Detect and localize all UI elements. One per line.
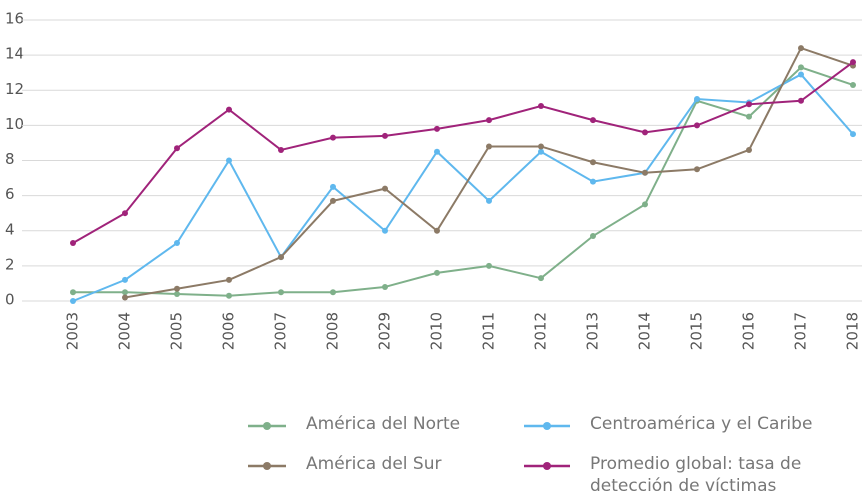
point (590, 117, 596, 124)
point (850, 81, 856, 88)
legend-marker (543, 422, 551, 430)
point (850, 131, 856, 138)
point (70, 240, 76, 247)
x-tick-label: 2004 (116, 312, 134, 350)
point (850, 59, 856, 66)
point (642, 201, 648, 208)
x-tick-label: 2006 (220, 312, 238, 350)
point (798, 64, 804, 71)
point (694, 122, 700, 129)
point (382, 185, 388, 192)
legend-label: América del Sur (306, 454, 442, 474)
point (642, 129, 648, 136)
y-tick-label: 10 (5, 115, 24, 133)
x-tick-label: 2016 (740, 312, 758, 350)
x-tick-label: 2008 (324, 312, 342, 350)
x-tick-label: 2014 (636, 312, 654, 350)
point (382, 283, 388, 290)
legend-label: Promedio global: tasa de detección de ví… (590, 454, 802, 496)
point (122, 289, 128, 296)
point (538, 148, 544, 155)
point (746, 113, 752, 120)
legend-marker (263, 422, 271, 430)
point (278, 146, 284, 153)
point (174, 285, 180, 292)
series-line (124, 46, 854, 299)
point (70, 298, 76, 304)
point (122, 276, 128, 283)
point (174, 290, 180, 297)
legend-marker (543, 462, 551, 470)
point (226, 106, 232, 113)
point (434, 125, 440, 132)
x-tick-label: 2013 (584, 312, 602, 350)
point (330, 134, 336, 141)
point (226, 276, 232, 283)
point (382, 132, 388, 139)
point (434, 269, 440, 276)
point (486, 262, 492, 269)
point (798, 71, 804, 78)
y-tick-label: 16 (5, 10, 24, 28)
point (330, 197, 336, 204)
legend-marker (263, 462, 271, 470)
point (538, 275, 544, 282)
point (330, 183, 336, 190)
point (434, 148, 440, 155)
x-tick-label: 2011 (480, 312, 498, 350)
point (226, 292, 232, 299)
point (278, 254, 284, 261)
point (694, 166, 700, 173)
x-tick-label: 2018 (844, 312, 862, 350)
point (486, 143, 492, 150)
point (538, 103, 544, 110)
x-tick-label: 2010 (428, 312, 446, 350)
point (590, 233, 596, 240)
point (330, 289, 336, 296)
point (538, 143, 544, 150)
legend-label: América del Norte (306, 414, 461, 434)
point (226, 157, 232, 164)
point (798, 97, 804, 104)
x-tick-label: 2012 (532, 312, 550, 350)
y-tick-label: 12 (5, 80, 24, 98)
y-tick-label: 0 (5, 291, 15, 309)
point (642, 169, 648, 176)
x-tick-label: 2029 (376, 312, 394, 350)
x-tick-label: 2003 (64, 312, 82, 350)
y-tick-label: 6 (5, 185, 15, 203)
legend-label: Centroamérica y el Caribe (590, 414, 813, 434)
point (278, 289, 284, 296)
point (694, 96, 700, 103)
x-tick-label: 2015 (688, 312, 706, 350)
point (122, 210, 128, 217)
point (590, 159, 596, 166)
point (798, 45, 804, 52)
point (746, 101, 752, 108)
point (486, 197, 492, 204)
x-tick-label: 2005 (168, 312, 186, 350)
point (590, 178, 596, 185)
series-line (72, 73, 854, 302)
x-tick-label: 2017 (792, 312, 810, 350)
series-line (73, 66, 854, 297)
series-line (72, 61, 854, 244)
point (486, 117, 492, 124)
y-tick-label: 8 (5, 150, 15, 168)
point (70, 289, 76, 296)
point (122, 294, 128, 301)
y-tick-label: 2 (5, 255, 15, 273)
point (382, 227, 388, 234)
point (174, 240, 180, 247)
y-tick-label: 14 (5, 45, 24, 63)
y-tick-label: 4 (5, 220, 15, 238)
point (746, 146, 752, 153)
point (434, 227, 440, 234)
point (174, 145, 180, 152)
x-tick-label: 2007 (272, 312, 290, 350)
